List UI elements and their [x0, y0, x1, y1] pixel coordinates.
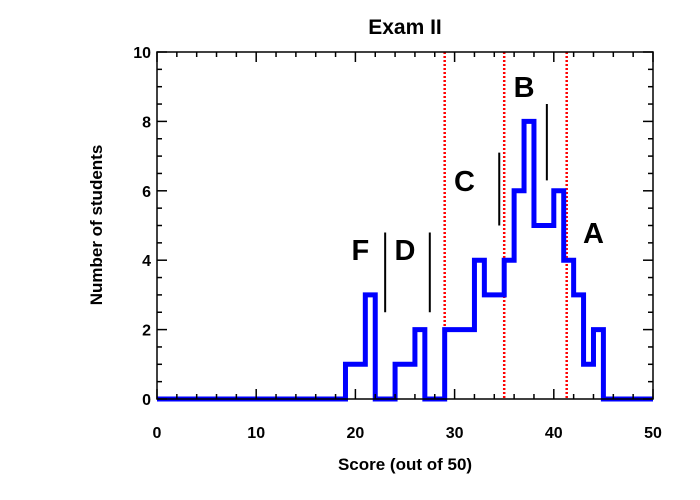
- grade-label-d: D: [395, 235, 416, 267]
- x-tick-label-30: 30: [446, 425, 464, 442]
- plot-frame: [156, 51, 654, 400]
- grade-labels: F D C B A: [352, 72, 605, 267]
- x-tick-label-10: 10: [247, 425, 265, 442]
- x-axis-label: Score (out of 50): [338, 455, 472, 474]
- x-tick-label-40: 40: [545, 425, 563, 442]
- grade-label-c: C: [454, 166, 475, 198]
- y-tick-label-8: 8: [142, 114, 151, 131]
- tick-labels: 0 10 20 30 40 50 0 2 4 6 8 10: [133, 45, 662, 442]
- y-tick-label-10: 10: [133, 45, 151, 62]
- plot-border: [156, 51, 654, 400]
- y-tick-label-0: 0: [142, 392, 151, 409]
- x-tick-label-50: 50: [644, 425, 662, 442]
- grade-label-a: A: [583, 218, 604, 250]
- grade-boundary-markers: [384, 104, 548, 313]
- chart-title: Exam II: [368, 16, 442, 39]
- grade-label-b: B: [514, 72, 535, 104]
- x-tick-label-20: 20: [347, 425, 365, 442]
- y-tick-label-6: 6: [142, 184, 151, 201]
- y-axis-label: Number of students: [87, 145, 106, 306]
- y-tick-label-2: 2: [142, 323, 151, 340]
- x-tick-label-0: 0: [153, 425, 162, 442]
- grade-label-f: F: [352, 235, 370, 267]
- y-tick-label-4: 4: [142, 253, 151, 270]
